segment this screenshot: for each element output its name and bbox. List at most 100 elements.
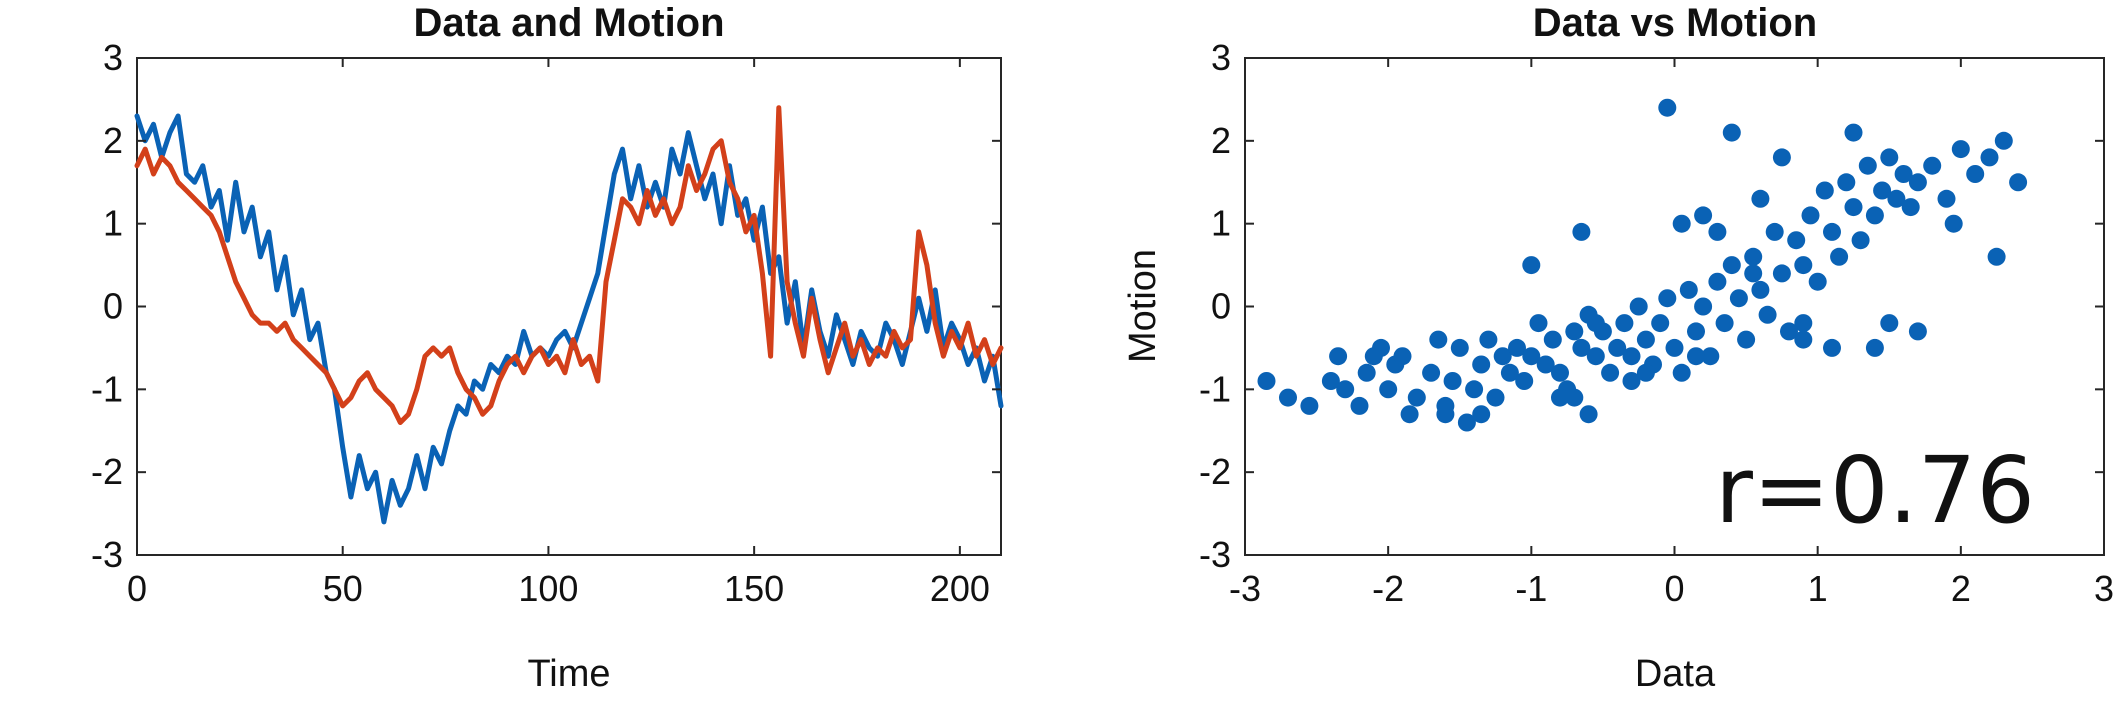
scatter-point xyxy=(1837,173,1856,192)
scatter-point xyxy=(1908,322,1927,341)
scatter-point xyxy=(1994,131,2013,150)
scatter-point xyxy=(1865,206,1884,225)
scatter-point xyxy=(2009,173,2028,192)
scatter-point xyxy=(1565,322,1584,341)
scatter-point xyxy=(1794,314,1813,333)
y-tick-label: -2 xyxy=(1199,451,1231,492)
scatter-point xyxy=(1536,355,1555,374)
scatter-point xyxy=(1500,363,1519,382)
scatter-point xyxy=(1815,181,1834,200)
series-line-data xyxy=(134,113,1004,525)
scatter-point xyxy=(1436,396,1455,415)
scatter-point xyxy=(1636,363,1655,382)
scatter-point xyxy=(1300,396,1319,415)
y-tick-label: 1 xyxy=(1211,203,1231,244)
scatter-point xyxy=(1937,189,1956,208)
y-tick-label: 2 xyxy=(1211,120,1231,161)
scatter-point xyxy=(1823,338,1841,357)
y-tick-label: 1 xyxy=(103,203,123,244)
x-axis-label: Time xyxy=(527,653,610,695)
scatter-point xyxy=(1966,165,1985,183)
scatter-point xyxy=(1529,314,1548,333)
x-tick-label: 50 xyxy=(323,568,363,609)
scatter-point xyxy=(1908,173,1927,192)
scatter-point xyxy=(1350,396,1369,415)
chart-title: Data vs Motion xyxy=(1533,1,1817,45)
scatter-point xyxy=(1379,380,1398,399)
scatter-point xyxy=(1729,289,1748,308)
scatter-point xyxy=(1880,314,1899,333)
scatter-point xyxy=(1980,148,1999,167)
scatter-point xyxy=(1873,181,1892,200)
x-tick-label: 200 xyxy=(930,568,990,609)
scatter-point xyxy=(1751,280,1770,299)
scatter-point xyxy=(1694,206,1713,225)
scatter-point xyxy=(1851,231,1870,250)
plot-area-frame xyxy=(136,57,1002,556)
scatter-point xyxy=(1772,148,1791,167)
scatter-point xyxy=(1772,264,1791,283)
scatter-point xyxy=(1751,189,1770,208)
y-axis-ticks: -3 -2 -1 0 1 2 3 xyxy=(91,37,1001,575)
scatter-point xyxy=(1715,314,1734,333)
scatter-point xyxy=(1615,314,1634,333)
scatter-point xyxy=(1622,347,1641,366)
x-tick-label: -1 xyxy=(1515,568,1547,609)
scatter-point xyxy=(1257,372,1276,390)
scatter-point xyxy=(1336,380,1355,399)
scatter-point xyxy=(1357,363,1376,382)
scatter-point xyxy=(1329,347,1348,366)
scatter-point xyxy=(1321,372,1340,390)
scatter-point xyxy=(1944,214,1963,233)
scatter-point xyxy=(1450,338,1469,357)
scatter-point xyxy=(1722,123,1741,142)
y-tick-label: 2 xyxy=(103,120,123,161)
scatter-point xyxy=(1457,413,1476,432)
scatter-point xyxy=(1572,222,1591,241)
scatter-point xyxy=(1586,347,1605,366)
scatter-point xyxy=(1844,198,1863,217)
x-tick-label: -3 xyxy=(1229,568,1261,609)
scatter-point xyxy=(1422,363,1441,382)
scatter-point xyxy=(1465,380,1484,399)
y-tick-label: -3 xyxy=(91,534,123,575)
scatter-point xyxy=(1951,140,1970,159)
scatter-point xyxy=(1400,405,1419,424)
scatter-point xyxy=(1887,189,1906,208)
scatter-point xyxy=(1551,388,1569,407)
scatter-point xyxy=(1565,388,1584,407)
scatter-point xyxy=(1865,338,1884,357)
scatter-point xyxy=(1794,330,1813,349)
scatter-point xyxy=(1493,347,1512,366)
scatter-point xyxy=(1923,156,1942,175)
scatter-point xyxy=(1429,330,1448,349)
scatter-point xyxy=(1407,388,1426,407)
scatter-point xyxy=(1787,231,1806,250)
scatter-point xyxy=(1844,123,1863,142)
x-tick-label: 0 xyxy=(1664,568,1684,609)
scatter-point xyxy=(1687,347,1705,366)
x-tick-label: 150 xyxy=(724,568,784,609)
scatter-point xyxy=(1472,405,1491,424)
scatter-point xyxy=(1651,314,1670,333)
x-axis-ticks: 0 50 100 150 200 xyxy=(127,58,990,609)
scatter-point xyxy=(1901,198,1920,217)
scatter-point xyxy=(1658,98,1677,117)
scatter-point xyxy=(1443,372,1462,390)
scatter-point xyxy=(1608,338,1627,357)
scatter-point xyxy=(1551,363,1569,382)
scatter-point xyxy=(1722,256,1741,275)
scatter-point xyxy=(1472,355,1491,374)
chart-title: Data and Motion xyxy=(413,1,724,45)
scatter-point xyxy=(1794,256,1813,275)
scatter-point xyxy=(1708,272,1727,291)
scatter-point xyxy=(1765,222,1784,241)
scatter-point xyxy=(1808,272,1827,291)
x-tick-label: -2 xyxy=(1372,568,1404,609)
scatter-point xyxy=(1586,314,1605,333)
scatter-point xyxy=(1737,330,1756,349)
scatter-point xyxy=(1744,247,1763,266)
scatter-point xyxy=(1858,156,1877,175)
line-series-group xyxy=(134,105,1004,525)
